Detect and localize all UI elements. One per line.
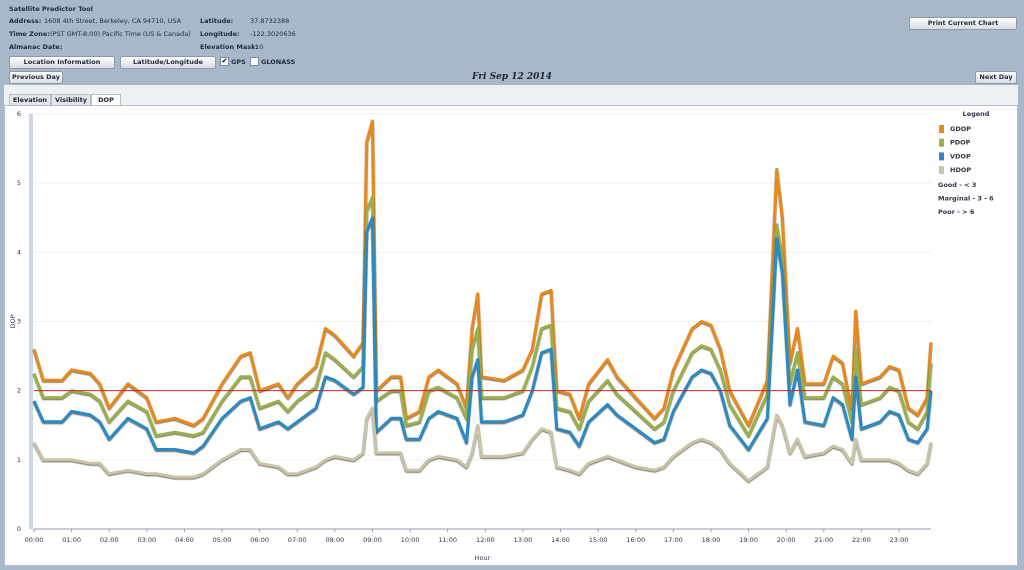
latlon-button[interactable]: Latitude/Longitude <box>120 56 216 69</box>
x-tick-label: 04:00 <box>175 536 194 544</box>
series-line <box>32 406 933 483</box>
x-tick-label: 03:00 <box>137 536 156 544</box>
x-tick-label: 12:00 <box>476 536 495 544</box>
date-label: Fri Sep 12 2014 <box>472 72 552 82</box>
legend-label: VDOP <box>950 152 971 160</box>
checkbox[interactable] <box>250 57 259 66</box>
field-label: Latitude: <box>200 17 234 25</box>
series-line <box>32 216 933 455</box>
x-tick-label: 06:00 <box>250 536 269 544</box>
field-value: 37.8732388 <box>250 17 290 25</box>
legend-note: Good - < 3 <box>938 181 976 189</box>
legend-note: Marginal - 3 - 6 <box>938 195 994 203</box>
legend-swatch <box>939 138 944 147</box>
x-tick-label: 13:00 <box>514 536 533 544</box>
x-tick-label: 01:00 <box>62 536 81 544</box>
x-tick-label: 17:00 <box>664 536 683 544</box>
tab[interactable]: DOP <box>91 94 121 105</box>
x-tick-label: 05:00 <box>213 536 232 544</box>
x-tick-label: 09:00 <box>363 536 382 544</box>
checkbox[interactable]: ✔ <box>220 57 229 66</box>
legend-swatch <box>939 125 944 133</box>
x-tick-label: 19:00 <box>739 536 758 544</box>
y-tick-label: 6 <box>17 110 21 118</box>
y-tick-label: 2 <box>17 387 21 395</box>
legend-note: Poor - > 6 <box>938 208 975 216</box>
y-axis-label: DOP <box>9 314 17 328</box>
legend-swatch <box>939 152 944 161</box>
x-tick-label: 00:00 <box>25 536 44 544</box>
y-tick-label: 5 <box>17 179 21 187</box>
field-value: 10 <box>255 43 264 51</box>
previous-day-button[interactable]: Previous Day <box>9 71 63 84</box>
x-tick-label: 20:00 <box>777 536 796 544</box>
next-day-button[interactable]: Next Day <box>975 71 1017 84</box>
field-label: Longitude: <box>200 30 240 38</box>
y-tick-label: 1 <box>17 456 21 464</box>
x-tick-label: 16:00 <box>626 536 645 544</box>
tab[interactable]: Elevation <box>9 94 51 105</box>
x-tick-label: 02:00 <box>100 536 119 544</box>
x-tick-label: 14:00 <box>551 536 570 544</box>
location-button[interactable]: Location Information <box>9 56 115 69</box>
print-button[interactable]: Print Current Chart <box>909 17 1017 30</box>
legend-label: GDOP <box>950 125 971 133</box>
field-label: Elevation Mask: <box>200 43 259 51</box>
checkbox-label: GPS <box>231 58 246 66</box>
y-tick-label: 3 <box>17 318 21 326</box>
field-value: (PST GMT-8:00) Pacific Time (US & Canada… <box>50 30 191 38</box>
field-label: Address: <box>9 17 42 25</box>
legend-title: Legend <box>963 110 990 118</box>
tab[interactable]: Visibility <box>51 94 91 105</box>
x-tick-label: 07:00 <box>288 536 307 544</box>
chart: 0 1 2 3 4 5 6 00:00 01:00 02:00 03:00 04:00 05:00 06:… <box>9 110 994 562</box>
axis-strip <box>29 114 33 529</box>
x-tick-label: 10:00 <box>401 536 420 544</box>
x-tick-label: 23:00 <box>890 536 909 544</box>
legend-label: HDOP <box>950 166 971 174</box>
series-line <box>32 119 933 427</box>
x-tick-label: 11:00 <box>438 536 457 544</box>
chart-box: 0 1 2 3 4 5 6 00:00 01:00 02:00 03:00 04:00 05:00 06:… <box>4 105 1018 566</box>
legend-swatch <box>939 166 944 175</box>
field-label: Time Zone: <box>9 30 50 38</box>
x-tick-label: 15:00 <box>589 536 608 544</box>
field-value: 1608 4th Street, Berkeley, CA 94710, USA <box>44 17 182 25</box>
x-tick-label: 08:00 <box>326 536 345 544</box>
x-tick-label: 18:00 <box>702 536 721 544</box>
x-axis-label: Hour <box>475 554 491 562</box>
y-tick-label: 0 <box>17 525 21 533</box>
checkbox-label: GLONASS <box>261 58 296 66</box>
legend-label: PDOP <box>950 139 971 147</box>
field-label: Almanac Date: <box>9 43 63 51</box>
x-tick-label: 22:00 <box>852 536 871 544</box>
series-line <box>32 195 933 438</box>
field-value: -122.3020636 <box>250 30 296 38</box>
y-tick-label: 4 <box>17 248 21 256</box>
app-title: Satellite Predictor Tool <box>9 5 93 13</box>
x-tick-label: 21:00 <box>814 536 833 544</box>
